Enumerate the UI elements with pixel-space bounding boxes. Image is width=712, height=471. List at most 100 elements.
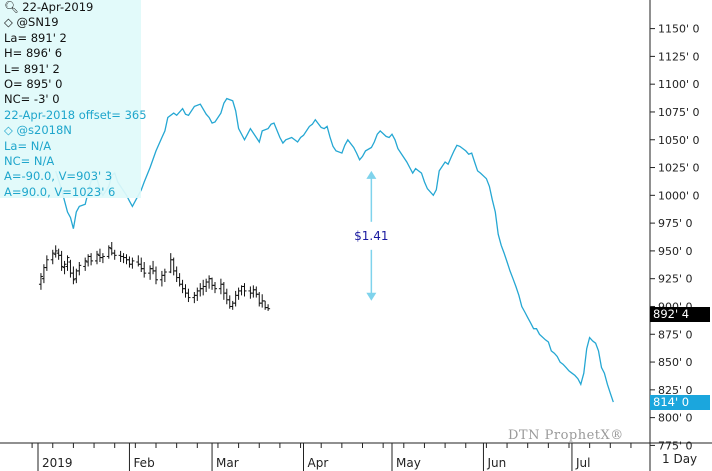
ohlc-bar <box>112 249 117 260</box>
info-high: H= 896' 6 <box>4 46 63 61</box>
spread-label: $1.41 <box>354 229 388 243</box>
ohlc-bar <box>192 292 197 304</box>
x-tick-label: Feb <box>133 456 154 470</box>
info-date: 22-Apr-2019 <box>22 0 94 14</box>
ohlc-bar <box>41 264 46 284</box>
ohlc-bar <box>168 253 173 274</box>
prior-price-tag: 814' 0 <box>650 395 710 410</box>
ohlc-bar <box>230 300 235 310</box>
y-tick-label: 875' 0 <box>658 328 693 341</box>
diamond-icon: ◇ <box>4 15 13 30</box>
y-tick-label: 1100' 0 <box>658 78 700 91</box>
ohlc-bar <box>136 255 141 267</box>
ohlc-bar <box>213 282 217 294</box>
ohlc-bar <box>248 286 253 299</box>
info-a2: A=90.0, V=1023' 6 <box>4 184 116 199</box>
ohlc-bar <box>266 304 271 311</box>
ohlc-bar <box>44 255 49 271</box>
info-a1: A=-90.0, V=903' 3 <box>4 169 113 184</box>
x-tick-label: Jul <box>575 456 590 470</box>
magnifier-icon[interactable]: 🔍︎ <box>4 0 19 14</box>
y-tick-label: 1000' 0 <box>658 189 700 202</box>
ohlc-bar <box>106 245 111 259</box>
info-symbol2-row: ◇ @s2018N <box>0 123 141 138</box>
info-open: O= 895' 0 <box>4 77 63 92</box>
spread-annotation: $1.41 <box>354 170 389 301</box>
ohlc-bar <box>142 262 147 278</box>
ohlc-bar <box>224 288 229 305</box>
info-date-row: 🔍︎ 22-Apr-2019 <box>0 0 141 15</box>
ohlc-bar <box>154 266 158 285</box>
ohlc-bar <box>59 250 64 271</box>
current-price-tag: 892' 4 <box>650 307 710 322</box>
ohlc-bar <box>251 285 256 298</box>
info-symbol: @SN19 <box>16 15 59 30</box>
series-prior-year <box>55 97 614 403</box>
info-symbol2: @s2018N <box>16 123 72 138</box>
y-tick-label: 1050' 0 <box>658 134 700 147</box>
ohlc-bar <box>97 248 102 263</box>
ohlc-bar <box>62 260 67 275</box>
ohlc-bar <box>124 254 129 265</box>
interval-label[interactable]: 1 Day <box>662 452 698 466</box>
ohlc-bar <box>121 253 126 264</box>
ohlc-bar <box>218 278 223 295</box>
ohlc-bar <box>56 248 61 260</box>
info-last2: La= N/A <box>4 138 52 153</box>
ohlc-bar <box>38 273 43 290</box>
y-tick-label: 975' 0 <box>658 217 693 230</box>
prior-year-line <box>55 97 614 403</box>
ohlc-bar <box>204 278 209 293</box>
ohlc-bar <box>180 279 185 294</box>
ohlc-bar <box>77 262 82 276</box>
ohlc-bar <box>162 268 167 283</box>
x-tick-label: 2019 <box>42 456 73 470</box>
y-tick-label: 775' 0 <box>658 439 693 452</box>
info-netchange2: NC= N/A <box>4 154 55 169</box>
ohlc-bar <box>263 300 268 310</box>
y-tick-label: 1075' 0 <box>658 106 700 119</box>
series-current-year <box>38 242 271 311</box>
y-tick-label: 850' 0 <box>658 356 693 369</box>
ohlc-bar <box>254 286 259 298</box>
ohlc-bar <box>83 257 88 271</box>
ohlc-bar <box>221 282 226 300</box>
ohlc-bar <box>130 257 135 269</box>
ohlc-bar <box>89 253 94 266</box>
ohlc-bar <box>171 257 176 276</box>
y-tick-label: 1125' 0 <box>658 50 700 63</box>
ohlc-bar <box>139 257 144 273</box>
arrow-head-down <box>366 292 377 301</box>
info-symbol-row: ◇ @SN19 <box>0 15 141 30</box>
ohlc-bar <box>257 292 262 307</box>
ohlc-bar <box>148 265 153 280</box>
x-tick-label: Apr <box>308 456 329 470</box>
ohlc-bar <box>201 279 206 296</box>
ohlc-bar <box>198 283 203 297</box>
ohlc-bar <box>53 245 58 258</box>
quote-info-panel: 🔍︎ 22-Apr-2019 ◇ @SN19 La= 891' 2 H= 896… <box>0 0 147 199</box>
y-tick-label: 825' 0 <box>658 384 693 397</box>
info-low: L= 891' 2 <box>4 61 60 76</box>
x-tick-label: Mar <box>216 456 239 470</box>
ohlc-bar <box>50 249 55 265</box>
ohlc-bar <box>151 260 156 275</box>
ohlc-bar <box>236 287 241 300</box>
ohlc-bar <box>71 266 76 285</box>
ohlc-bar <box>174 266 179 283</box>
y-tick-label: 925' 0 <box>658 273 693 286</box>
diamond-icon: ◇ <box>4 123 13 138</box>
info-last: La= 891' 2 <box>4 30 67 45</box>
ohlc-bar <box>95 250 99 265</box>
y-tick-label: 1150' 0 <box>658 23 700 36</box>
ohlc-bar <box>233 290 238 307</box>
watermark: DTN ProphetX® <box>508 428 624 443</box>
x-axis: 2019 Feb Mar Apr May Jun Jul <box>31 443 632 471</box>
y-tick-label: 800' 0 <box>658 412 693 425</box>
ohlc-bar <box>210 277 215 290</box>
y-tick-label: 1025' 0 <box>658 162 700 175</box>
info-offset: 22-Apr-2018 offset= 365 <box>4 107 147 122</box>
